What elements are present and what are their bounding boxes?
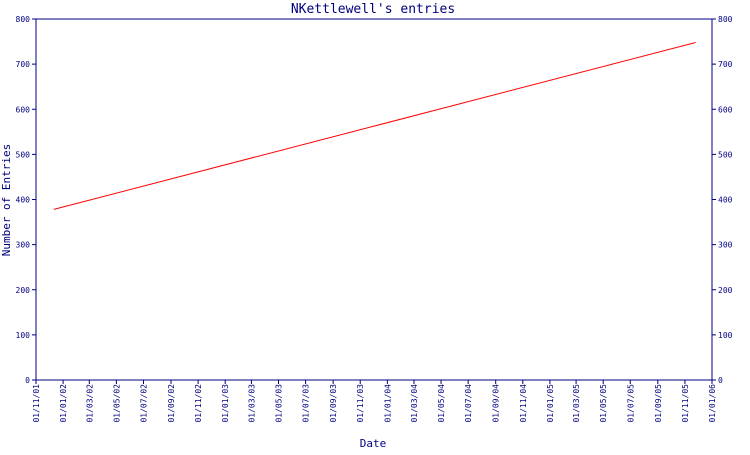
y-tick-label-left: 700 <box>16 60 31 69</box>
y-tick-label-right: 400 <box>718 196 733 205</box>
y-axis-right: 0 100 200 300 400 500 600 700 800 <box>712 15 733 385</box>
x-tick-label: 01/11/03 <box>356 384 365 423</box>
x-tick-label: 01/09/04 <box>492 384 501 423</box>
y-tick-label-left: 600 <box>16 105 31 114</box>
x-tick-label: 01/07/05 <box>626 384 635 423</box>
y-tick-label-left: 800 <box>16 15 31 24</box>
x-tick-label: 01/01/05 <box>546 384 555 423</box>
series-line <box>53 42 696 210</box>
x-tick-label: 01/11/01 <box>32 384 41 423</box>
series-layer <box>53 42 696 210</box>
x-tick-label: 01/11/05 <box>681 384 690 423</box>
x-tick-label: 01/11/02 <box>194 384 203 423</box>
y-axis-label: Number of Entries <box>0 144 13 257</box>
x-tick-label: 01/07/04 <box>464 384 473 423</box>
x-tick-label: 01/07/02 <box>139 384 148 423</box>
x-tick-label: 01/09/03 <box>329 384 338 423</box>
y-tick-label-right: 100 <box>718 331 733 340</box>
x-tick-label: 01/03/04 <box>410 384 419 423</box>
y-tick-label-right: 800 <box>718 15 733 24</box>
y-tick-label-left: 0 <box>25 376 30 385</box>
x-tick-label: 01/07/03 <box>302 384 311 423</box>
y-tick-label-left: 300 <box>16 241 31 250</box>
plot-frame <box>35 18 713 381</box>
y-tick-label-left: 400 <box>16 196 31 205</box>
x-tick-label: 01/03/05 <box>572 384 581 423</box>
y-tick-label-left: 500 <box>16 150 31 159</box>
y-tick-label-right: 0 <box>718 376 723 385</box>
x-tick-label: 01/01/03 <box>221 384 230 423</box>
y-tick-label-right: 600 <box>718 105 733 114</box>
x-tick-label: 01/01/04 <box>383 384 392 423</box>
x-tick-label: 01/01/06 <box>708 384 717 423</box>
x-tick-label: 01/09/05 <box>654 384 663 423</box>
x-axis: 01/11/01 01/01/02 01/03/02 01/05/02 01/07/02… <box>32 380 717 423</box>
x-tick-label: 01/03/02 <box>85 384 94 423</box>
x-tick-label: 01/05/03 <box>275 384 284 423</box>
x-tick-label: 01/09/02 <box>167 384 176 423</box>
y-tick-label-right: 700 <box>718 60 733 69</box>
x-tick-label: 01/05/02 <box>112 384 121 423</box>
y-axis-left: 0 100 200 300 400 500 600 700 800 <box>16 15 36 385</box>
x-axis-label: Date <box>360 437 387 450</box>
x-tick-label: 01/05/04 <box>437 384 446 423</box>
x-tick-label: 01/01/02 <box>59 384 68 423</box>
chart-title: NKettlewell's entries <box>291 2 455 17</box>
y-tick-label-right: 500 <box>718 150 733 159</box>
y-tick-label-right: 200 <box>718 286 733 295</box>
y-tick-label-left: 200 <box>16 286 31 295</box>
y-tick-label-right: 300 <box>718 241 733 250</box>
x-tick-label: 01/05/05 <box>599 384 608 423</box>
y-tick-label-left: 100 <box>16 331 31 340</box>
x-tick-label: 01/03/03 <box>247 384 256 423</box>
x-tick-label: 01/11/04 <box>519 384 528 423</box>
